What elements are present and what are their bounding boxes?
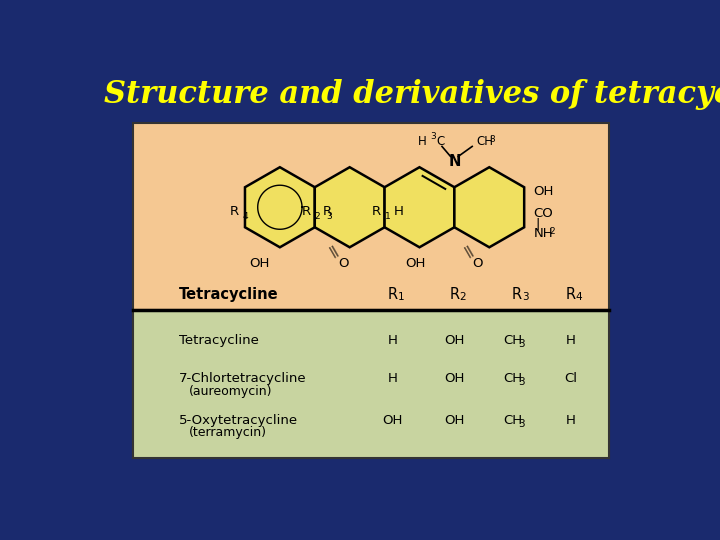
Text: CH: CH	[503, 373, 522, 386]
Text: OH: OH	[405, 256, 426, 269]
Text: 2: 2	[315, 212, 320, 221]
Text: (terramycin): (terramycin)	[189, 427, 266, 440]
Text: (aureomycin): (aureomycin)	[189, 385, 272, 398]
Text: 3: 3	[326, 212, 332, 221]
Text: H: H	[418, 134, 426, 147]
Text: O: O	[472, 256, 482, 269]
Text: 3: 3	[518, 339, 525, 348]
Text: CH: CH	[503, 334, 522, 347]
Text: 7-Chlortetracycline: 7-Chlortetracycline	[179, 373, 307, 386]
Text: N: N	[448, 153, 461, 168]
Text: H: H	[394, 205, 404, 218]
Bar	[132, 309, 609, 457]
Text: ||: ||	[327, 244, 341, 259]
Text: R: R	[372, 205, 381, 218]
Text: 3: 3	[518, 418, 525, 429]
Text: R: R	[449, 287, 459, 302]
Polygon shape	[384, 167, 454, 247]
Text: Structure and derivatives of tetracycline: Structure and derivatives of tetracyclin…	[104, 78, 720, 110]
Text: R: R	[323, 205, 332, 218]
Text: CO: CO	[534, 207, 553, 220]
Text: 3: 3	[490, 135, 495, 144]
Text: CH: CH	[476, 134, 493, 147]
Text: 5-Oxytetracycline: 5-Oxytetracycline	[179, 414, 298, 427]
Text: Tetracycline: Tetracycline	[179, 334, 259, 347]
Text: 2: 2	[459, 292, 467, 302]
Text: OH: OH	[382, 414, 402, 427]
Text: 1: 1	[397, 292, 405, 302]
Text: 3: 3	[518, 377, 525, 387]
Polygon shape	[315, 167, 384, 247]
Text: OH: OH	[444, 373, 464, 386]
Text: Tetracycline: Tetracycline	[179, 287, 279, 302]
Text: R: R	[511, 287, 521, 302]
Text: R: R	[230, 205, 239, 218]
Text: CH: CH	[503, 414, 522, 427]
Text: H: H	[566, 334, 575, 347]
Text: O: O	[338, 256, 349, 269]
Text: 1: 1	[384, 212, 390, 221]
Text: OH: OH	[444, 334, 464, 347]
Text: Cl: Cl	[564, 373, 577, 386]
Text: H: H	[387, 373, 397, 386]
Text: 4: 4	[576, 292, 582, 302]
Text: C: C	[436, 134, 445, 147]
Text: OH: OH	[534, 185, 554, 198]
Polygon shape	[454, 167, 524, 247]
Text: 3: 3	[522, 292, 528, 302]
Text: 4: 4	[243, 212, 248, 221]
Text: NH: NH	[534, 227, 553, 240]
Text: R: R	[302, 205, 311, 218]
Text: R: R	[565, 287, 575, 302]
Text: R: R	[387, 287, 397, 302]
Text: 2: 2	[549, 227, 554, 235]
Text: H: H	[566, 414, 575, 427]
Text: 3: 3	[431, 132, 436, 141]
Text: ||: ||	[462, 244, 476, 259]
Text: OH: OH	[250, 256, 270, 269]
Text: OH: OH	[444, 414, 464, 427]
Polygon shape	[245, 167, 315, 247]
Text: H: H	[387, 334, 397, 347]
Bar	[132, 123, 609, 457]
Text: |: |	[536, 218, 540, 231]
